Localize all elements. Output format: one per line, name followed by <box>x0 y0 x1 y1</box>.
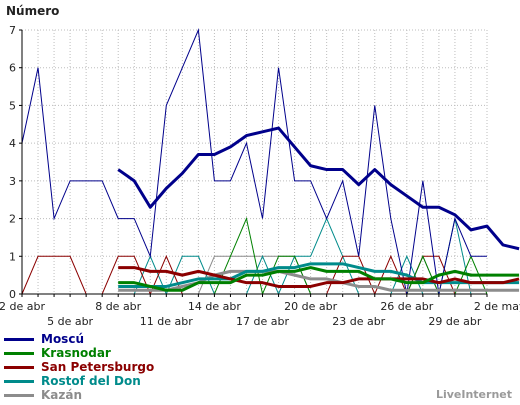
legend: Moscú Krasnodar San Petersburgo Rostof del … <box>4 332 154 402</box>
x-tick-label: 2 de mayo <box>474 300 520 313</box>
series-average-1 <box>118 266 520 292</box>
y-tick-label: 1 <box>9 250 16 263</box>
legend-label: Rostof del Don <box>41 374 141 388</box>
watermark: LiveInternet <box>435 388 512 401</box>
y-tick-label: 7 <box>9 24 16 37</box>
x-tick-label: 29 de abr <box>428 315 481 328</box>
legend-label: San Petersburgo <box>41 360 155 374</box>
legend-item: San Petersburgo <box>4 360 154 374</box>
x-tick-label: 5 de abr <box>47 315 93 328</box>
x-tick-label: 14 de abr <box>188 300 241 313</box>
axes <box>19 29 488 297</box>
series-average-4 <box>118 269 520 292</box>
legend-item: Moscú <box>4 332 154 346</box>
legend-swatch <box>4 351 34 355</box>
x-tick-label: 8 de abr <box>95 300 141 313</box>
grid <box>21 29 488 294</box>
legend-swatch <box>4 379 34 383</box>
y-tick-label: 4 <box>9 137 16 150</box>
x-tick-label: 2 de abr <box>0 300 45 313</box>
y-tick-label: 3 <box>9 175 16 188</box>
legend-item: Rostof del Don <box>4 374 154 388</box>
series-average-3 <box>118 262 520 288</box>
y-tick-label: 5 <box>9 99 16 112</box>
x-tick-label: 26 de abr <box>380 300 433 313</box>
legend-item: Krasnodar <box>4 346 154 360</box>
legend-swatch <box>4 393 34 397</box>
x-tick-label: 20 de abr <box>284 300 337 313</box>
y-tick-label: 6 <box>9 62 16 75</box>
series-average-2 <box>118 266 520 288</box>
legend-item: Kazán <box>4 388 154 402</box>
legend-label: Kazán <box>41 388 83 402</box>
x-tick-label: 17 de abr <box>236 315 289 328</box>
legend-label: Moscú <box>41 332 84 346</box>
series-lines <box>21 28 520 296</box>
x-tick-label: 11 de abr <box>140 315 193 328</box>
legend-label: Krasnodar <box>41 346 111 360</box>
y-tick-label: 0 <box>9 288 16 301</box>
y-axis-title: Número <box>6 4 60 18</box>
y-tick-label: 2 <box>9 213 16 226</box>
x-tick-label: 23 de abr <box>332 315 385 328</box>
legend-swatch <box>4 365 34 369</box>
series-average-0 <box>117 126 520 251</box>
tick-labels: 0 1 2 3 4 5 6 7 2 de abr 8 de abr 14 de abr 20 de a… <box>0 24 520 328</box>
legend-swatch <box>4 337 34 341</box>
